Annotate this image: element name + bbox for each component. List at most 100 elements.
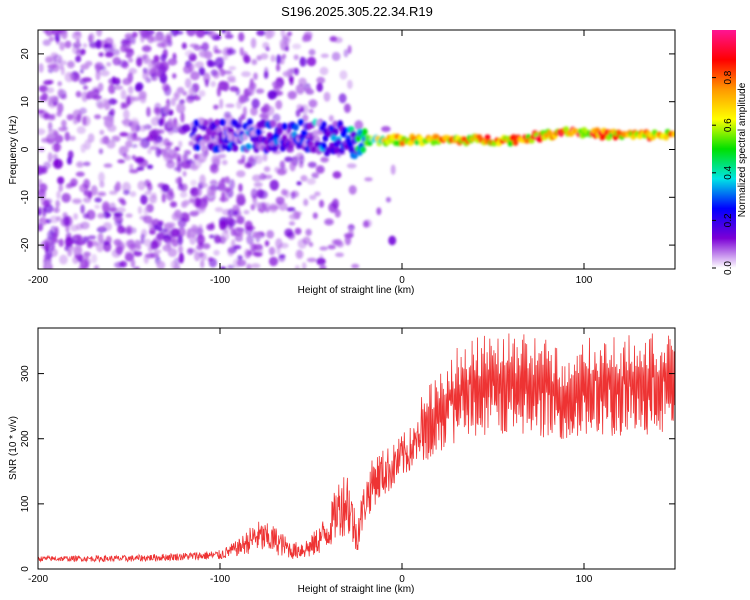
noise-blob [180,111,185,123]
ridge-blob [227,126,234,134]
noise-blob [38,128,46,135]
noise-blob [236,259,247,267]
noise-blob [38,224,43,232]
noise-blob [48,36,55,42]
noise-blob [223,111,232,118]
noise-blob [303,198,309,207]
y-tick-label: 10 [20,96,31,108]
noise-blob [263,166,271,173]
ridge-blob [250,129,257,137]
noise-blob [177,184,184,191]
noise-blob [250,188,258,199]
noise-blob [151,67,162,77]
noise-blob [136,57,143,67]
noise-blob [58,126,67,132]
colorbar-scale [712,30,736,268]
noise-blob [38,95,46,102]
noise-blob [351,263,360,269]
ridge-blob [201,145,208,153]
noise-blob [174,92,180,101]
noise-blob [59,41,65,51]
noise-blob [234,211,239,216]
noise-blob [56,190,61,200]
noise-blob [207,257,214,262]
noise-blob [97,191,107,197]
noise-blob [343,232,354,239]
noise-blob [184,50,194,57]
ridge-blob [273,138,280,146]
ridge-blob [332,120,339,128]
noise-blob [209,179,218,187]
noise-blob [153,224,159,231]
noise-blob [214,57,225,69]
noise-blob [298,154,305,165]
noise-blob [38,178,43,184]
noise-blob [103,43,114,54]
colorbar-tick-label: 0.0 [723,261,734,275]
ridge-blob [214,119,221,127]
noise-blob [53,207,60,213]
noise-blob [223,229,229,234]
noise-blob [129,191,137,197]
ridge-blob [194,144,201,152]
noise-blob [279,39,285,48]
noise-blob [161,193,166,203]
noise-blob [236,193,246,202]
noise-blob [134,156,145,164]
noise-blob [97,82,104,92]
noise-blob [130,143,138,149]
noise-blob [82,236,90,243]
noise-blob [71,235,78,241]
noise-blob [178,214,183,220]
noise-blob [171,97,176,107]
noise-blob [108,190,118,195]
noise-blob [188,62,195,73]
noise-blob [135,82,144,91]
noise-blob [125,213,133,218]
noise-blob [194,197,201,208]
noise-blob [64,131,71,142]
noise-blob [316,82,323,92]
noise-blob [336,241,344,248]
noise-blob [70,224,79,232]
noise-blob [294,227,302,235]
noise-blob [201,42,209,52]
noise-blob [45,30,53,37]
noise-blob [137,206,143,215]
noise-blob [142,71,149,80]
noise-blob [72,246,83,255]
noise-blob [105,235,112,244]
noise-blob [158,228,169,233]
ridge-blob [355,135,362,143]
noise-blob [301,36,308,43]
noise-blob [213,249,220,256]
noise-blob [145,253,155,259]
noise-blob [250,263,261,269]
noise-blob [126,37,132,44]
noise-blob [42,206,47,218]
noise-blob [346,79,353,90]
noise-blob [83,161,91,167]
noise-blob [127,239,136,251]
noise-blob [63,215,71,227]
noise-blob [68,135,76,141]
noise-blob [253,202,262,208]
noise-blob [104,52,114,58]
noise-blob [227,208,235,218]
noise-blob [130,117,139,125]
noise-blob [238,183,243,193]
noise-blob [167,39,173,47]
noise-blob [75,38,81,44]
noise-blob [331,239,338,245]
noise-blob [339,70,348,80]
noise-blob [308,108,314,114]
noise-blob [137,180,146,191]
noise-blob [220,68,226,77]
noise-blob [246,234,254,245]
noise-blob [124,251,132,256]
noise-blob [100,98,109,107]
noise-blob [235,87,241,96]
noise-blob [38,109,45,114]
noise-blob [204,79,209,88]
